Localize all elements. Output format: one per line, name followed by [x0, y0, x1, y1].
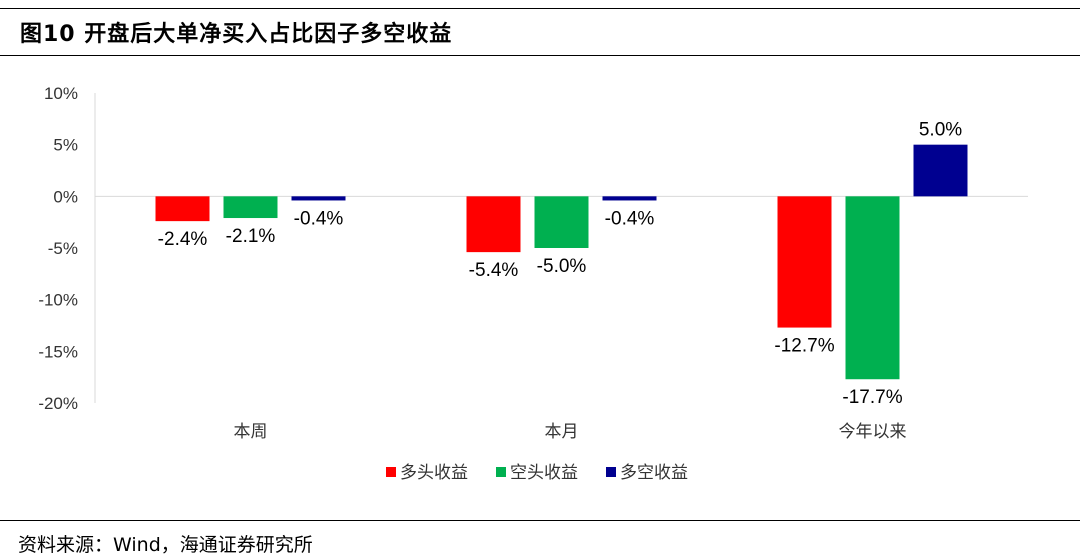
bar-2-2: [534, 196, 589, 248]
legend-label: 多空收益: [620, 463, 688, 483]
y-tick-label: -20%: [38, 394, 78, 413]
category-label: 今年以来: [839, 422, 907, 442]
legend-label: 空头收益: [510, 463, 578, 483]
figure-title: 图10 开盘后大单净买入占比因子多空收益: [20, 22, 453, 47]
bar-3-2: [845, 196, 900, 380]
category-label: 本周: [234, 422, 268, 442]
y-tick-label: -15%: [38, 342, 78, 361]
data-label: -17.7%: [842, 387, 902, 408]
legend-swatch: [386, 467, 396, 477]
data-label: -2.4%: [158, 229, 208, 250]
bar-1-1: [155, 196, 210, 222]
data-label: 5.0%: [919, 120, 962, 141]
y-tick-label: -10%: [38, 291, 78, 310]
data-label: -12.7%: [774, 336, 834, 357]
legend-swatch: [496, 467, 506, 477]
bar-3-1: [777, 196, 832, 328]
data-label: -5.4%: [469, 260, 519, 281]
data-label: -2.1%: [226, 226, 276, 247]
category-label: 本月: [545, 422, 579, 442]
data-label: -5.0%: [537, 256, 587, 277]
data-label: -0.4%: [294, 208, 344, 229]
y-tick-label: 0%: [53, 187, 78, 206]
y-tick-label: 5%: [53, 136, 78, 155]
bar-2-1: [466, 196, 521, 253]
bar-2-3: [602, 196, 657, 201]
data-label: -0.4%: [605, 208, 655, 229]
y-tick-label: 10%: [44, 84, 78, 103]
legend-label: 多头收益: [400, 463, 468, 483]
legend-swatch: [606, 467, 616, 477]
bottom-rule: [0, 520, 1080, 521]
bar-chart: 10% 5% 0% -5% -10% -15% -20% -2.4% -2.1% -0.4% 本周 -…: [38, 84, 1028, 483]
bar-3-3: [913, 144, 968, 197]
y-tick-label: -5%: [48, 239, 78, 258]
top-rule: [0, 8, 1080, 9]
bar-1-3: [291, 196, 346, 201]
title-rule: [0, 55, 1080, 56]
source-note: 资料来源：Wind，海通证券研究所: [18, 534, 313, 556]
bar-1-2: [223, 196, 278, 219]
